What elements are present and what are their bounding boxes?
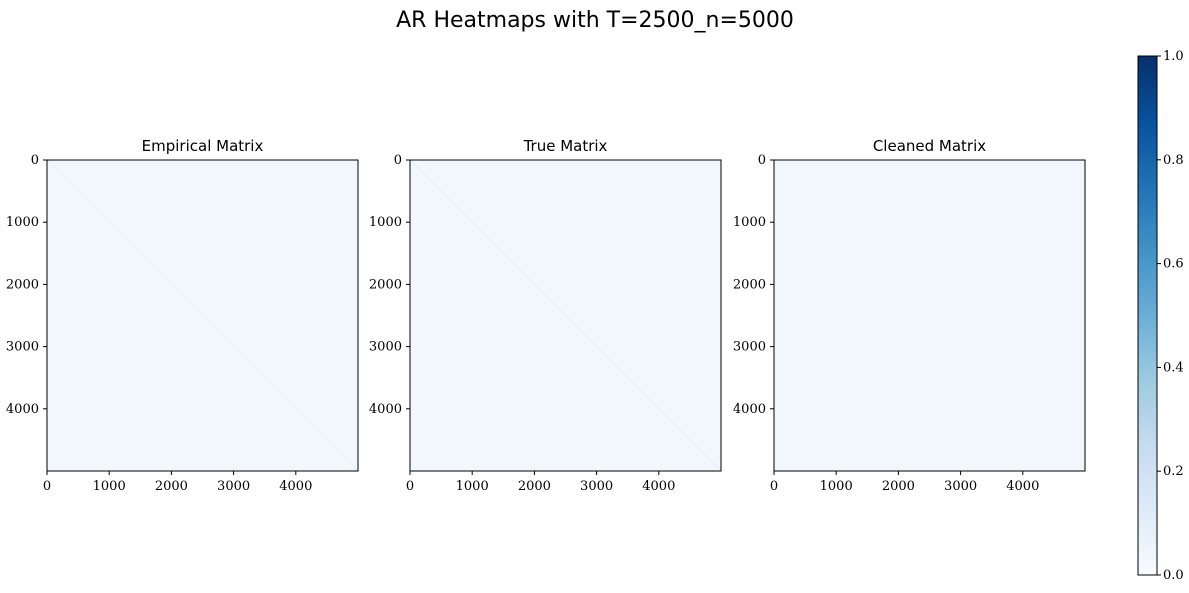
figure-title: AR Heatmaps with T=2500_n=5000	[396, 8, 794, 33]
x-tick-label: 0	[770, 479, 778, 494]
heatmap-diagonal	[409, 159, 722, 472]
y-tick-label: 1000	[6, 215, 39, 230]
x-tick-label: 3000	[580, 479, 613, 494]
y-tick-label: 1000	[369, 215, 402, 230]
colorbar: 0.0 0.2 0.4 0.6 0.8 1.0	[1137, 49, 1184, 583]
heatmap-diagonal	[773, 159, 1086, 472]
colorbar-tick-label: 0.0	[1163, 568, 1184, 583]
x-tick-label: 4000	[1006, 479, 1039, 494]
x-tick-label: 1000	[820, 479, 853, 494]
y-tick-label: 0	[394, 153, 402, 168]
x-tick-label: 2000	[882, 479, 915, 494]
x-tick-label: 0	[406, 479, 414, 494]
y-tick-label: 4000	[6, 402, 39, 417]
x-tick-label: 2000	[518, 479, 551, 494]
heatmap-diagonal	[46, 159, 359, 472]
colorbar-tick-label: 0.4	[1163, 360, 1184, 375]
colorbar-tick-label: 1.0	[1163, 49, 1184, 64]
y-tick-label: 0	[758, 153, 766, 168]
x-tick-label: 4000	[279, 479, 312, 494]
y-tick-label: 4000	[733, 402, 766, 417]
axes-frame	[773, 159, 1086, 472]
colorbar-frame	[1137, 55, 1158, 576]
x-tick-label: 4000	[642, 479, 675, 494]
y-tick-label: 2000	[733, 277, 766, 292]
x-tick-label: 2000	[155, 479, 188, 494]
colorbar-gradient	[1138, 56, 1157, 575]
y-tick-label: 2000	[369, 277, 402, 292]
panel-title: Empirical Matrix	[142, 137, 264, 155]
x-tick-label: 3000	[217, 479, 250, 494]
y-tick-label: 3000	[6, 340, 39, 355]
colorbar-tick-label: 0.2	[1163, 464, 1184, 479]
axes-frame	[409, 159, 722, 472]
panel-title: Cleaned Matrix	[873, 137, 986, 155]
axes-frame	[46, 159, 359, 472]
x-tick-label: 1000	[456, 479, 489, 494]
heatmap-panel: True Matrix 0 1000 2000 3000 4000 0 1000 2000 300…	[369, 137, 722, 494]
y-tick-label: 3000	[733, 340, 766, 355]
colorbar-ticks: 0.0 0.2 0.4 0.6 0.8 1.0	[1157, 49, 1184, 583]
y-tick-label: 3000	[369, 340, 402, 355]
x-tick-label: 3000	[944, 479, 977, 494]
colorbar-tick-label: 0.8	[1163, 153, 1184, 168]
x-tick-label: 0	[43, 479, 51, 494]
y-tick-label: 2000	[6, 277, 39, 292]
heatmap-panel: Cleaned Matrix 0 1000 2000 3000 4000 0 1000 2000…	[733, 137, 1086, 494]
y-tick-label: 1000	[733, 215, 766, 230]
y-tick-label: 4000	[369, 402, 402, 417]
heatmap-panels: Empirical Matrix 0 1000 2000 3000 4000 0 1000 20…	[6, 137, 1086, 494]
y-tick-label: 0	[31, 153, 39, 168]
x-tick-label: 1000	[93, 479, 126, 494]
panel-title: True Matrix	[523, 137, 608, 155]
heatmap-panel: Empirical Matrix 0 1000 2000 3000 4000 0 1000 20…	[6, 137, 359, 494]
colorbar-tick-label: 0.6	[1163, 257, 1184, 272]
